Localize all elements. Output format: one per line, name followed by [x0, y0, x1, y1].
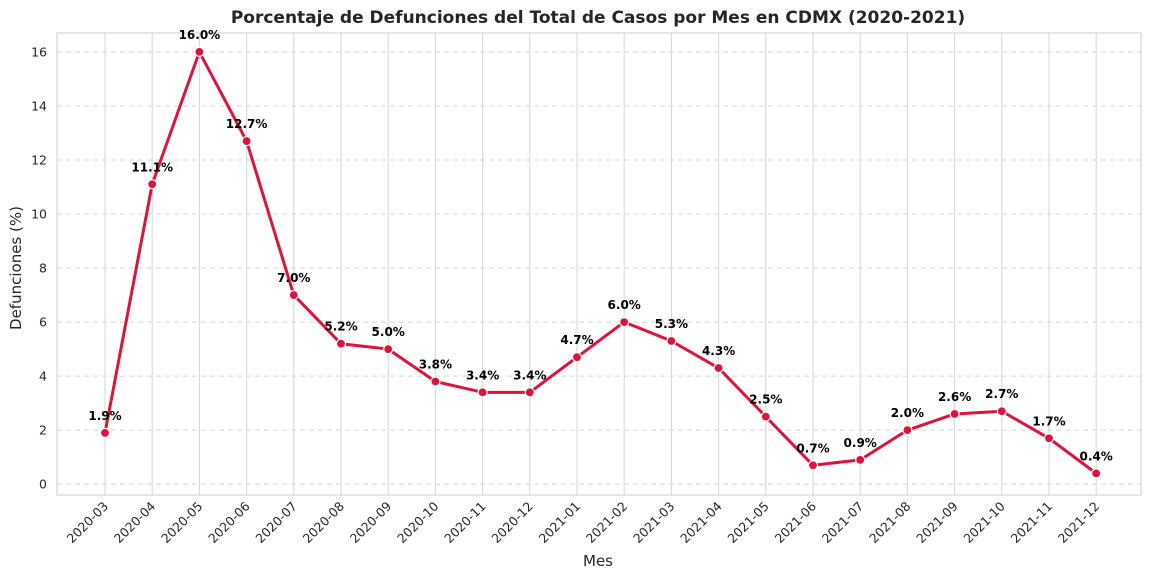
data-point	[241, 135, 252, 147]
data-label: 12.7%	[226, 117, 268, 131]
data-point	[1043, 433, 1055, 444]
data-point	[949, 408, 960, 420]
y-tick-label: 6	[39, 315, 47, 330]
data-point	[571, 352, 583, 363]
series	[99, 46, 1102, 479]
data-label: 0.4%	[1080, 449, 1113, 463]
data-point	[524, 387, 535, 398]
data-label: 3.8%	[419, 358, 452, 372]
y-tick-labels: 0 2 4 6 8 10 12 14 16	[31, 44, 47, 491]
y-tick-label: 12	[31, 152, 47, 167]
data-label: 5.3%	[655, 317, 688, 331]
y-tick-label: 2	[39, 423, 47, 438]
y-tick-label: 16	[31, 44, 47, 59]
y-grid	[57, 51, 1141, 485]
data-label: 2.0%	[891, 406, 924, 420]
y-tick-label: 4	[39, 369, 47, 384]
data-point	[1091, 468, 1102, 479]
data-label: 0.7%	[796, 441, 829, 455]
data-label: 11.1%	[131, 160, 173, 174]
y-tick-label: 0	[39, 477, 47, 492]
data-point	[666, 335, 677, 347]
data-label: 6.0%	[608, 298, 641, 312]
y-axis-label: Defunciones (%)	[7, 206, 25, 330]
data-label: 7.0%	[277, 271, 310, 285]
data-label: 0.9%	[844, 436, 877, 450]
y-tick-label: 14	[31, 98, 47, 113]
data-label: 2.6%	[938, 390, 971, 404]
data-point	[807, 460, 819, 471]
data-point	[430, 376, 441, 387]
data-point	[288, 289, 299, 301]
data-point	[713, 362, 724, 374]
data-label: 3.4%	[466, 368, 499, 382]
data-point	[194, 46, 205, 58]
series-line	[103, 50, 1098, 475]
chart-title: Porcentaje de Defunciones del Total de C…	[231, 8, 965, 28]
data-label: 4.7%	[560, 333, 593, 347]
data-label: 5.0%	[372, 325, 405, 339]
data-point	[760, 411, 771, 422]
y-tick-label: 10	[31, 207, 47, 222]
data-label: 2.5%	[749, 393, 782, 407]
x-grid	[104, 33, 1097, 495]
data-point	[477, 387, 488, 398]
data-label: 3.4%	[513, 368, 546, 382]
data-point	[619, 316, 630, 328]
data-point	[855, 454, 866, 465]
x-axis-label: Mes	[583, 552, 613, 570]
data-point	[383, 344, 394, 355]
y-tick-label: 8	[39, 261, 47, 276]
data-label: 2.7%	[985, 387, 1018, 401]
data-label: 1.9%	[88, 409, 121, 423]
plot-frame	[56, 32, 1142, 496]
data-labels: 1.9% 11.1% 16.0% 12.7% 7.0% 5.2% 5.0% 3.8% 3.4% 3…	[88, 28, 1112, 463]
data-point	[335, 338, 347, 349]
data-point	[147, 179, 158, 190]
data-label: 16.0%	[179, 28, 221, 42]
data-label: 4.3%	[702, 344, 735, 358]
data-point	[99, 427, 111, 438]
data-label: 1.7%	[1032, 414, 1065, 428]
data-point	[996, 406, 1007, 417]
data-label: 5.2%	[324, 320, 357, 334]
data-point	[902, 425, 913, 436]
